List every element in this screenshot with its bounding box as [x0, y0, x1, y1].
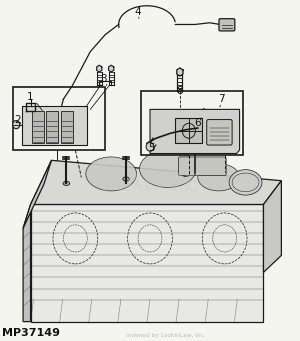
- Text: 8: 8: [176, 86, 183, 96]
- Text: 5: 5: [148, 144, 155, 153]
- Polygon shape: [97, 65, 102, 72]
- Bar: [46, 111, 58, 143]
- Ellipse shape: [229, 170, 262, 195]
- Text: MP37149: MP37149: [2, 328, 60, 338]
- Circle shape: [13, 121, 20, 129]
- Polygon shape: [263, 181, 281, 272]
- Bar: [22, 106, 87, 145]
- Polygon shape: [23, 205, 31, 322]
- FancyBboxPatch shape: [207, 120, 232, 145]
- Text: 6: 6: [194, 118, 201, 128]
- Ellipse shape: [140, 150, 196, 188]
- Polygon shape: [31, 160, 281, 205]
- Text: 2: 2: [14, 115, 20, 124]
- Ellipse shape: [182, 173, 189, 177]
- Polygon shape: [150, 109, 240, 153]
- FancyBboxPatch shape: [219, 19, 235, 31]
- Circle shape: [146, 142, 154, 151]
- Ellipse shape: [242, 179, 249, 183]
- Text: 1: 1: [27, 92, 34, 103]
- Bar: [176, 118, 202, 143]
- Bar: [32, 111, 44, 143]
- Ellipse shape: [86, 157, 136, 191]
- Polygon shape: [177, 68, 183, 76]
- Polygon shape: [31, 205, 263, 322]
- Bar: [141, 91, 243, 155]
- Bar: [13, 87, 105, 150]
- Polygon shape: [23, 160, 52, 228]
- Text: 4: 4: [135, 6, 141, 17]
- Text: Indexed by LookInLaw, Inc.: Indexed by LookInLaw, Inc.: [126, 332, 206, 338]
- Polygon shape: [109, 65, 114, 72]
- Text: MADVE: MADVE: [99, 172, 201, 196]
- Ellipse shape: [198, 164, 240, 191]
- Ellipse shape: [123, 177, 129, 181]
- Bar: [61, 111, 73, 143]
- Text: 3: 3: [100, 74, 107, 84]
- Ellipse shape: [63, 181, 70, 186]
- Text: 7: 7: [218, 94, 225, 104]
- FancyBboxPatch shape: [178, 157, 226, 176]
